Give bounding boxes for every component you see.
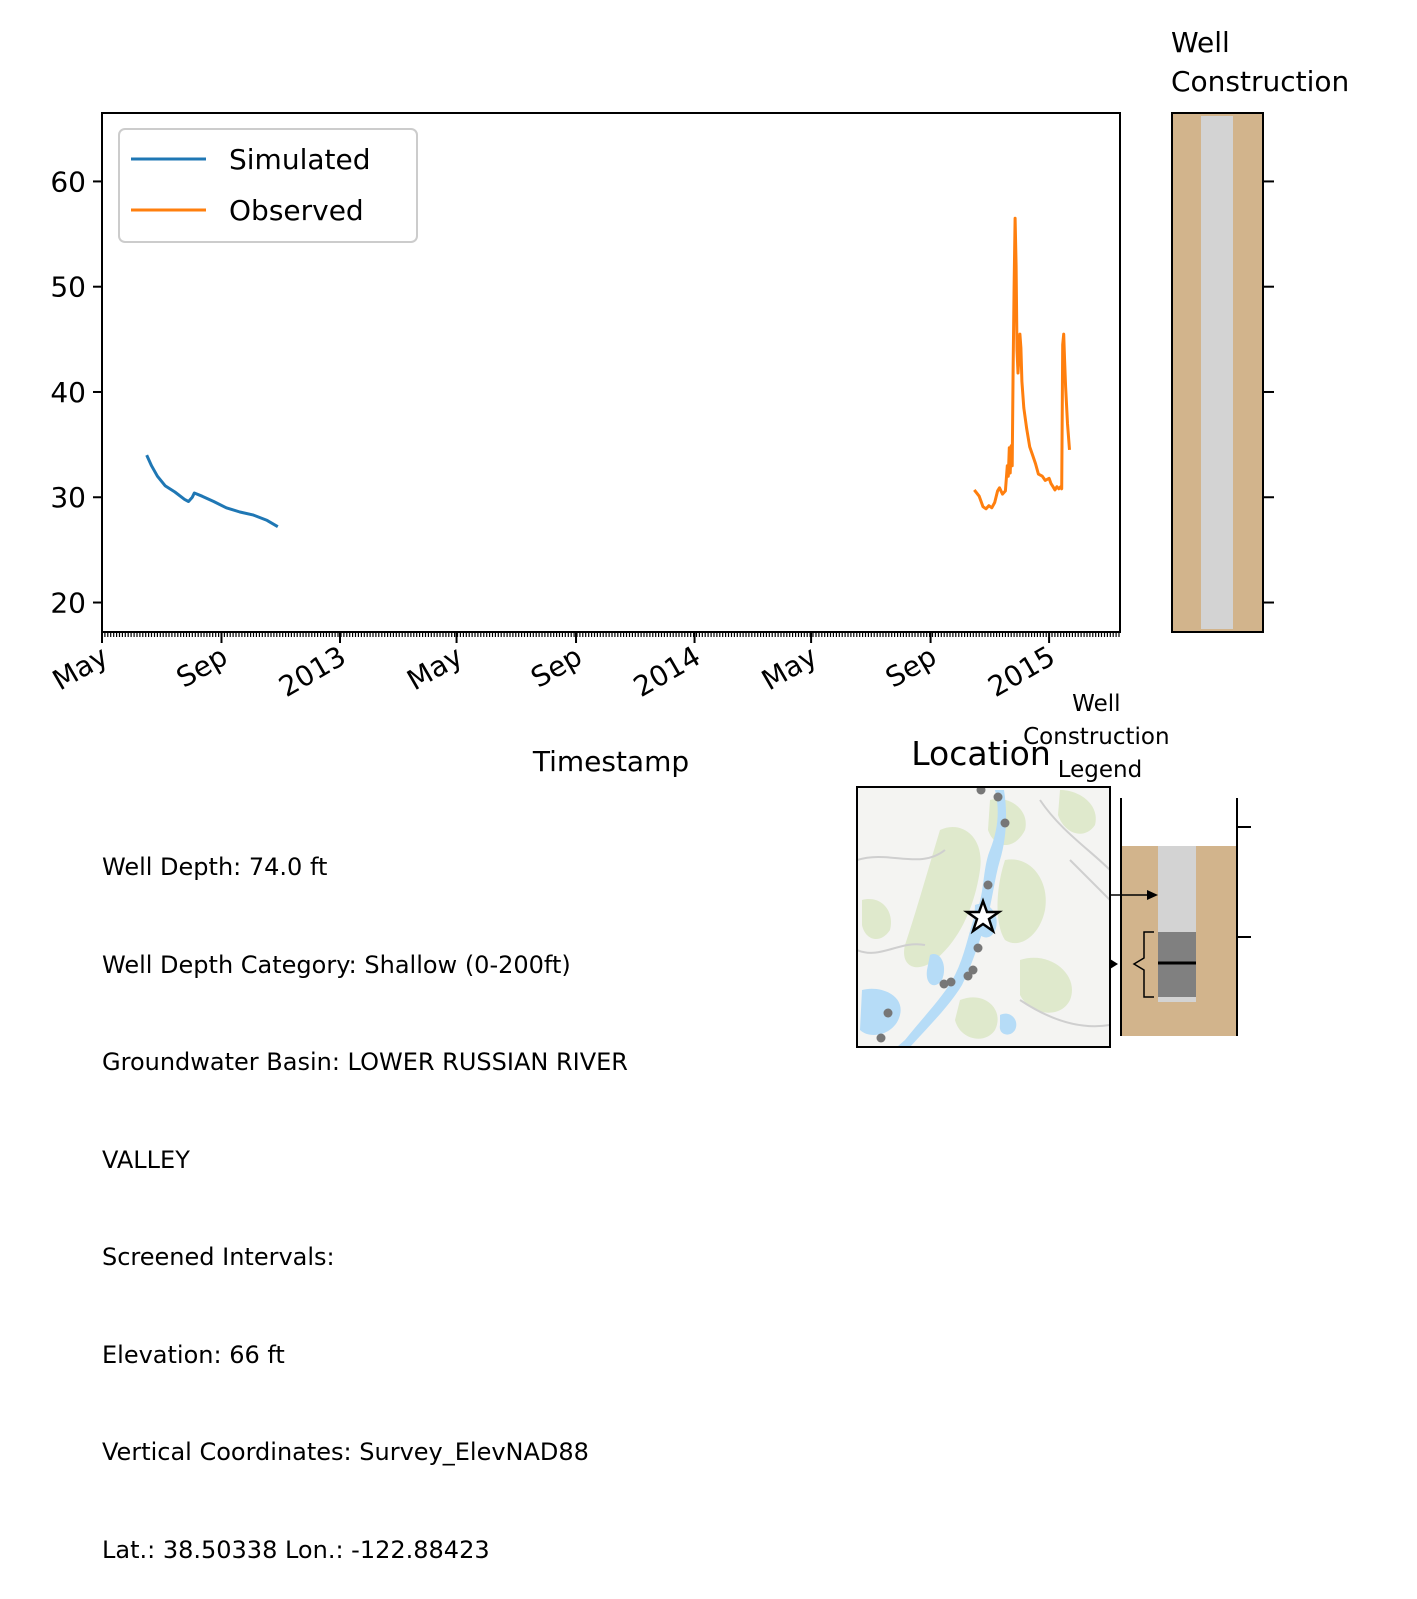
legend-frame	[118, 128, 418, 243]
elevation-line: Elevation: 66 ft	[102, 1340, 285, 1369]
x-axis-label: Timestamp	[532, 745, 689, 778]
well-depth-line: Well Depth: 74.0 ft	[102, 853, 328, 881]
y-tick-label: 50	[50, 271, 86, 304]
groundwater-basin-line-continued: VALLEY	[102, 1145, 190, 1174]
screen-bracket	[1132, 931, 1154, 998]
screen-pointer-arrow-icon	[1110, 959, 1118, 969]
well-construction-title-line-1: Well	[1171, 26, 1230, 59]
x-axis: May Sep 2013 May Sep 2014 May Sep 2015	[47, 632, 1120, 704]
y-tick-label: 60	[50, 165, 86, 198]
x-tick-label: May	[756, 639, 823, 697]
location-title: Location	[911, 734, 1051, 773]
selected-well-star-icon	[963, 897, 1003, 935]
lat-lon-line: Lat.: 38.50338 Lon.: -122.88423	[102, 1535, 490, 1564]
y-tick-label: 40	[50, 376, 86, 409]
legend-sump	[1158, 997, 1196, 1002]
well-construction-frame	[1171, 112, 1264, 633]
y-tick-label: 20	[50, 587, 86, 620]
legend-casing	[1158, 846, 1196, 932]
figure: 20 30 40 50 60 May Sep 2013 May Sep 2014 May Sep 201…	[47, 26, 1349, 1564]
groundwater-basin-line: Groundwater Basin: LOWER RUSSIAN RIVER	[102, 1048, 628, 1076]
hydrograph-chart: 20 30 40 50 60 May Sep 2013 May Sep 2014 May Sep 201…	[47, 112, 1121, 778]
well-construction-ticks	[1263, 180, 1274, 604]
location-map-panel: Location	[856, 734, 1111, 1048]
map-frame	[856, 786, 1111, 1048]
y-axis: 20 30 40 50 60	[50, 165, 102, 620]
x-tick-label: Sep	[171, 639, 233, 694]
well-construction-legend-panel: Well Construction Legend	[1023, 691, 1251, 1036]
well-info-text: Well Depth: 74.0 ft Well Depth Category:…	[102, 786, 628, 1599]
legend-label-simulated: Simulated	[229, 143, 371, 176]
legend-diagram-title-line-3: Legend	[1058, 757, 1143, 783]
map-vegetation	[862, 790, 1096, 1039]
well-construction-title: Well Construction	[1171, 26, 1349, 98]
series-line-simulated	[145, 454, 279, 528]
legend: Simulated Observed	[118, 128, 418, 243]
vertical-coordinates-line: Vertical Coordinates: Survey_ElevNAD88	[102, 1438, 589, 1466]
x-tick-label: Sep	[880, 639, 942, 694]
map-well-markers	[876, 787, 1010, 1043]
well-construction-title-line-2: Construction	[1171, 65, 1349, 98]
series-group	[145, 216, 1071, 528]
figure-canvas: 20 30 40 50 60 May Sep 2013 May Sep 2014 May Sep 201…	[47, 26, 1349, 1048]
casing-column	[1201, 116, 1233, 629]
legend-diagram-title: Well Construction Legend	[1023, 691, 1177, 783]
y-tick-label: 30	[50, 481, 86, 514]
map-roads	[857, 799, 1110, 1028]
casing-pointer-arrow-icon	[1147, 890, 1158, 900]
well-construction-panel: Well Construction	[1171, 26, 1349, 633]
x-tick-label: May	[401, 639, 468, 697]
x-tick-label: 2013	[273, 639, 351, 703]
series-line-observed	[973, 216, 1071, 511]
legend-diagram-title-line-2: Construction	[1023, 724, 1169, 750]
x-tick-label: 2015	[982, 639, 1060, 703]
x-tick-label: 2014	[628, 639, 706, 703]
map-tiles	[857, 787, 1110, 1047]
x-tick-label: Sep	[525, 639, 587, 694]
legend-label-observed: Observed	[229, 194, 364, 227]
well-depth-category-line: Well Depth Category: Shallow (0-200ft)	[102, 950, 571, 979]
screened-intervals-line: Screened Intervals:	[102, 1243, 335, 1271]
legend-diagram-title-line-1: Well	[1072, 691, 1120, 717]
x-tick-label: May	[47, 639, 114, 697]
